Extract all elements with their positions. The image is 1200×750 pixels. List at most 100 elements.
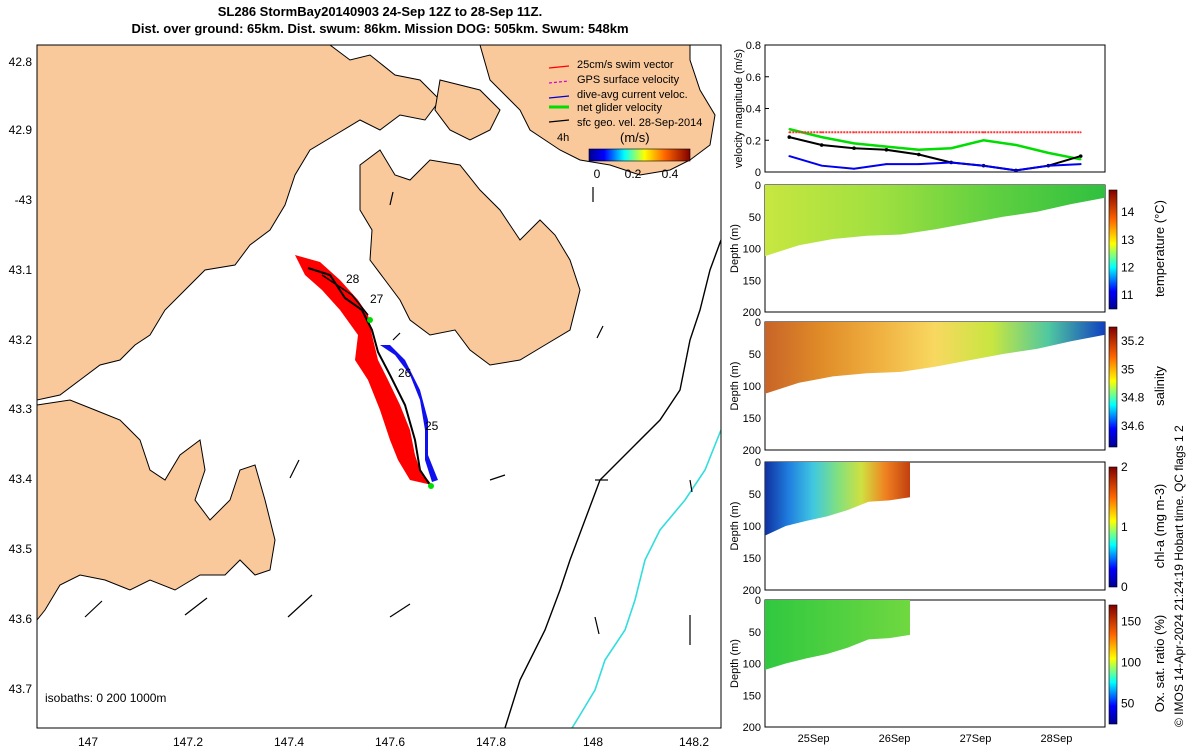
lon-tick: 147.2 — [173, 735, 203, 749]
plot-title-line-1: SL286 StormBay20140903 24-Sep 12Z to 28-… — [217, 4, 543, 19]
glider-track — [295, 255, 438, 489]
data-point — [1047, 164, 1050, 167]
y-axis-label: Depth (m) — [729, 224, 741, 273]
y-tick-label: 200 — [743, 722, 761, 734]
data-point — [1079, 131, 1082, 134]
track-day-label: 28 — [346, 272, 360, 286]
data-point — [1047, 152, 1050, 154]
lon-tick: 148.2 — [679, 735, 709, 749]
copyright-notice: © IMOS 14-Apr-2024 21:24:19 Hobart time.… — [1172, 425, 1186, 727]
section-fill — [765, 185, 1105, 257]
series-line — [789, 127, 1081, 161]
data-point — [917, 131, 920, 134]
y-tick-label: 150 — [743, 413, 761, 425]
lat-tick: 42.8 — [9, 55, 33, 69]
lat-tick: 43.1 — [9, 263, 33, 277]
colorbar-label: temperature (°C) — [1152, 200, 1167, 297]
data-point — [853, 142, 855, 145]
y-tick-label: 0.8 — [746, 40, 761, 52]
y-tick-label: 0 — [755, 167, 761, 179]
lon-tick: 147.4 — [274, 735, 304, 749]
temperature-section-chart: 0 50 100 150 200 Depth (m) 11 12 13 14 temperature… — [729, 180, 1167, 319]
section-fill — [765, 322, 1105, 394]
data-point — [885, 145, 888, 148]
legend-swim-vector: 25cm/s swim vector — [577, 59, 674, 71]
time-tick-label: 25Sep — [798, 733, 830, 745]
lon-tick: 147.6 — [375, 735, 405, 749]
lat-tick: 43.4 — [9, 472, 33, 486]
y-axis-label: Depth (m) — [729, 362, 741, 411]
section-fill — [765, 462, 910, 536]
lon-tick: 147 — [78, 735, 98, 749]
y-tick-label: 50 — [749, 627, 761, 639]
lat-tick: 43.5 — [9, 542, 33, 556]
legend-net-glider-velocity: net glider velocity — [577, 102, 662, 114]
data-point — [982, 131, 985, 134]
lat-tick: 43.3 — [9, 402, 33, 416]
y-tick-label: 150 — [743, 553, 761, 565]
y-tick-label: 0 — [755, 180, 761, 192]
data-point — [788, 155, 791, 158]
data-point — [917, 152, 921, 157]
surface-velocity-arrows — [84, 187, 693, 645]
colorbar-tick-label: 35.2 — [1121, 334, 1145, 348]
colorbar-tick-label: 100 — [1121, 655, 1141, 669]
legend-gps-velocity: GPS surface velocity — [577, 74, 680, 86]
data-point — [950, 147, 953, 150]
colorbar-tick-label: 1 — [1121, 520, 1128, 534]
data-point — [820, 131, 823, 134]
colorbar-tick: 0 — [594, 167, 601, 181]
ox-section-chart: 0 50 100 150 200 Depth (m) 50 100 150 Ox. sat. ra… — [729, 595, 1167, 734]
data-point — [820, 136, 823, 138]
data-point — [1015, 144, 1017, 146]
y-tick-label: 150 — [743, 275, 761, 287]
colorbar-tick-label: 150 — [1121, 614, 1141, 628]
map-longitude-axis: 147 147.2 147.4 147.6 147.8 148 148.2 — [78, 735, 709, 749]
y-tick-label: 100 — [743, 244, 761, 256]
y-axis-label: Depth (m) — [729, 639, 741, 688]
colorbar-label: salinity — [1152, 366, 1167, 406]
y-axis-label: Depth (m) — [729, 502, 741, 551]
lon-tick: 147.8 — [476, 735, 506, 749]
data-point — [1047, 131, 1050, 134]
isobath-200m — [504, 239, 721, 728]
lat-tick: 43.2 — [9, 333, 33, 347]
track-day-label: 25 — [425, 419, 439, 433]
data-point — [917, 148, 920, 151]
colorbar-tick-label: 34.6 — [1121, 419, 1145, 433]
y-tick-label: 50 — [749, 212, 761, 224]
data-point — [1078, 154, 1083, 158]
section-fill — [765, 600, 910, 670]
colorbar-tick-label: 2 — [1121, 460, 1128, 474]
y-axis-label: velocity magnitude (m/s) — [733, 49, 745, 168]
y-tick-label: 100 — [743, 659, 761, 671]
data-point — [950, 161, 953, 164]
colorbar-tick-label: 34.8 — [1121, 391, 1145, 405]
lon-tick: 148 — [583, 735, 603, 749]
y-tick-label: 100 — [743, 521, 761, 533]
salinity-section-chart: 0 50 100 150 200 Depth (m) 34.6 34.8 35 35.2 salin… — [729, 317, 1167, 457]
colorbar-tick-label: 13 — [1121, 233, 1135, 247]
y-tick-label: 150 — [743, 690, 761, 702]
data-point — [788, 131, 791, 134]
colorbar — [1108, 326, 1118, 448]
plot-title-line-2: Dist. over ground: 65km. Dist. swum: 86k… — [131, 21, 629, 36]
map-legend: 25cm/s swim vector GPS surface velocity … — [548, 59, 702, 181]
data-point — [820, 164, 823, 167]
y-tick-label: 200 — [743, 585, 761, 597]
colorbar — [1108, 466, 1118, 588]
colorbar — [1108, 189, 1118, 310]
data-point — [853, 131, 855, 134]
colorbar-tick-label: 0 — [1121, 580, 1128, 594]
data-point — [917, 163, 920, 165]
colorbar-label: Ox. sat. ratio (%) — [1152, 615, 1167, 713]
data-point — [885, 131, 888, 134]
colorbar — [1108, 604, 1118, 725]
data-point — [1079, 158, 1082, 161]
series-line — [789, 155, 1081, 172]
lat-tick: 43.6 — [9, 612, 33, 626]
chla-section-chart: 0 50 100 150 200 Depth (m) 0 1 2 chl-a (mg m-3) — [729, 457, 1167, 597]
colorbar-tick-label: 35 — [1121, 362, 1135, 376]
